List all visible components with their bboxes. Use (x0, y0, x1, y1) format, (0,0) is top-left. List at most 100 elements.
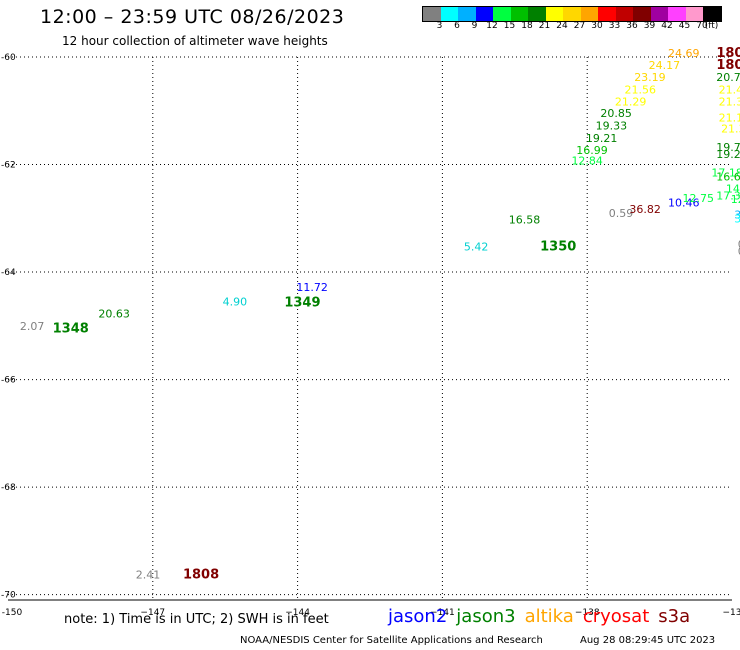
swh-value-label: 2.41 (136, 568, 161, 581)
color-swatch (528, 7, 546, 21)
swh-value-label: 21.56 (625, 84, 657, 97)
pass-time-label: 1805 (716, 46, 740, 61)
x-tick-label: −13 (723, 608, 740, 618)
y-tick-label: -60 (1, 53, 16, 63)
pass-time-label: 1348 (53, 321, 89, 336)
color-swatch (650, 7, 668, 21)
swh-value-label: 20.85 (600, 107, 632, 120)
swh-value-label: 19.21 (586, 132, 618, 145)
x-tick-label: -150 (2, 608, 23, 618)
color-swatch (685, 7, 703, 21)
legend-altika: altika (524, 606, 574, 627)
color-scale-label: 6 (454, 21, 460, 31)
color-scale-label: (ft) (704, 21, 719, 31)
footer-timestamp: Aug 28 08:29:45 UTC 2023 (580, 635, 716, 646)
swh-value-label: 19.79 (716, 141, 740, 154)
x-tick-label: −141 (430, 608, 455, 618)
color-swatch (598, 7, 616, 21)
swh-value-label: 20.63 (98, 308, 130, 321)
pass-time-label: 1350 (540, 240, 576, 255)
swh-value-label: 16.58 (509, 214, 541, 227)
swh-value-label: 3.96 (734, 208, 740, 221)
swh-value-label: 12.29 (731, 193, 740, 206)
swh-value-label: 12.84 (571, 155, 603, 168)
swh-value-label: 21.42 (719, 84, 740, 97)
color-scale-label: 9 (471, 21, 478, 31)
swh-value-label: 21.29 (615, 95, 647, 108)
color-swatch (615, 7, 633, 21)
footer-credit: NOAA/NESDIS Center for Satellite Applica… (240, 635, 543, 646)
swh-value-label: 14.29 (726, 182, 740, 195)
color-scale-label: 70 (696, 21, 708, 31)
swh-value-label: 19.33 (596, 120, 628, 133)
legend-jason2: jason2 (388, 606, 448, 627)
color-scale-label: 42 (661, 21, 673, 31)
y-tick-label: -68 (1, 483, 16, 493)
swh-value-label: 36.82 (629, 203, 661, 216)
swh-value-label: 5.42 (464, 241, 489, 254)
color-swatch (423, 7, 441, 21)
color-scale-label: 30 (591, 21, 603, 31)
swh-value-label: 0.6 (738, 238, 740, 251)
swh-value-label: 0.59 (609, 207, 634, 220)
x-tick-label: −147 (140, 608, 165, 618)
color-scale-label: 36 (626, 21, 638, 31)
swh-value-label: 20.74 (716, 71, 740, 84)
swh-value-label: 17.18 (711, 166, 740, 179)
y-tick-label: -62 (1, 161, 16, 171)
swh-value-label: 19.28 (716, 148, 740, 161)
swh-value-label: 24.17 (649, 59, 681, 72)
swh-value-label: 10.46 (668, 196, 700, 209)
color-scale-label: 21 (538, 21, 551, 31)
color-scale-label: 45 (678, 21, 691, 31)
color-swatch (668, 7, 686, 21)
color-swatch (440, 7, 458, 21)
color-scale-label: 39 (643, 21, 656, 31)
swh-value-label: 21.35 (719, 95, 740, 108)
color-scale-label: 33 (608, 21, 621, 31)
color-swatch (563, 7, 581, 21)
swh-value-label: 21.14 (719, 112, 740, 125)
color-swatch (580, 7, 598, 21)
color-swatch (493, 7, 511, 21)
y-tick-label: -66 (1, 376, 16, 386)
pass-time-label: 1349 (284, 295, 320, 310)
color-scale-label: 27 (573, 21, 586, 31)
color-swatch (633, 7, 651, 21)
color-scale-label: 15 (503, 21, 516, 31)
satellite-legend: jason2 jason3 altika cryosat s3a (388, 606, 699, 627)
chart-subtitle: 12 hour collection of altimeter wave hei… (62, 34, 328, 48)
x-tick-label: −138 (575, 608, 600, 618)
x-tick-label: −144 (285, 608, 310, 618)
color-scale-label: 18 (521, 21, 533, 31)
swh-value-label: 11.72 (296, 281, 328, 294)
swh-value-label: 17.32 (716, 189, 740, 202)
swh-value-label: 16.99 (576, 144, 608, 157)
swh-value-label: 16.68 (716, 171, 740, 184)
color-swatch (703, 7, 721, 21)
swh-value-label: 3.58 (734, 213, 740, 226)
color-scale-label: 12 (486, 21, 498, 31)
color-swatch (475, 7, 493, 21)
color-scale-label: 3 (436, 21, 443, 31)
color-swatch (458, 7, 476, 21)
note-text: note: 1) Time is in UTC; 2) SWH is in fe… (64, 612, 329, 627)
swh-value-label: 23.19 (634, 71, 666, 84)
swh-value-label: 2.07 (20, 320, 45, 333)
swh-value-label: 0.6 (738, 245, 740, 258)
pass-time-label: 1806 (716, 58, 740, 73)
swh-value-label: 21.38 (721, 122, 740, 135)
color-scale-labels: 3 6 9 12 15 18 21 24 27 30 33 36 39 42 45 70 (ft) (422, 21, 732, 33)
legend-cryosat: cryosat (582, 606, 650, 627)
legend-s3a: s3a (658, 606, 691, 627)
swh-value-label: 4.90 (223, 295, 248, 308)
swh-value-label: 24.69 (668, 47, 700, 60)
y-tick-label: -64 (1, 268, 16, 278)
legend-jason3: jason3 (456, 606, 516, 627)
color-scale-bar (422, 6, 722, 22)
color-swatch (545, 7, 563, 21)
chart-title: 12:00 – 23:59 UTC 08/26/2023 (40, 6, 345, 28)
y-tick-label: -70 (1, 591, 16, 601)
pass-time-label: 1808 (183, 567, 219, 582)
